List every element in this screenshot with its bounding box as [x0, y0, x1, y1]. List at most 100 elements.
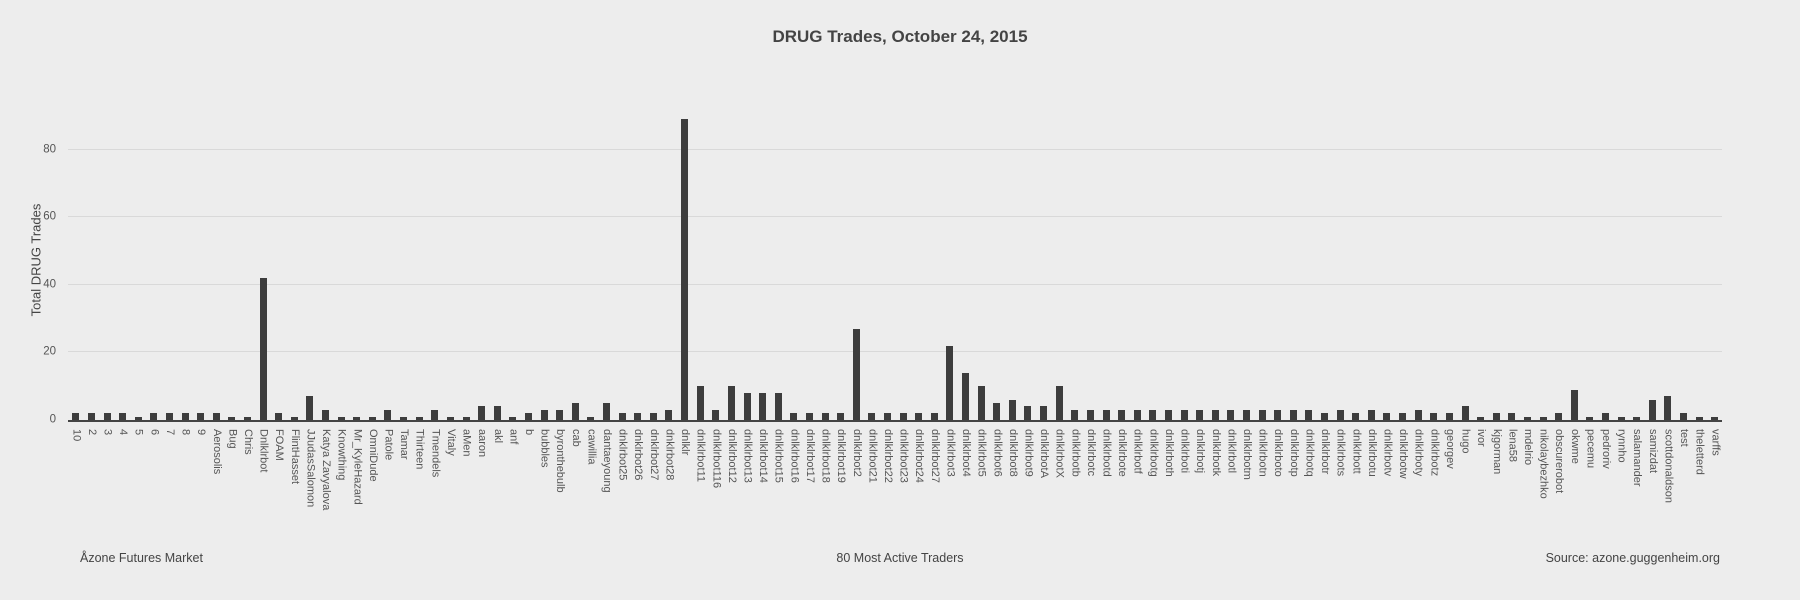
bar-slot — [302, 99, 318, 420]
bar-slot — [661, 99, 677, 420]
bar — [1352, 413, 1360, 420]
x-tick-slot: Mr_KyleHazard — [349, 429, 365, 574]
gridline — [68, 351, 1722, 353]
bar — [571, 403, 579, 420]
x-tick-label: dnlklrbot4 — [960, 429, 973, 477]
bar — [244, 416, 251, 420]
bar-slot — [1395, 99, 1411, 420]
bar — [415, 416, 423, 420]
x-tick-label: Mr_KyleHazard — [351, 429, 364, 505]
bar — [930, 413, 938, 420]
x-tick-label: dnlklrboto — [1272, 429, 1285, 477]
x-tick-slot: 6 — [146, 429, 162, 574]
bar — [759, 392, 767, 420]
x-tick-label: dnlklrbotk — [1209, 429, 1222, 477]
x-tick-slot: dnlklrbotm — [1239, 429, 1255, 574]
x-tick-slot: dnlklrbot5 — [973, 429, 989, 574]
x-tick-label: dnlklrbot13 — [741, 429, 754, 483]
x-tick-label: dnlklrbote — [1116, 429, 1129, 477]
x-tick-slot: aaron — [474, 429, 490, 574]
x-tick-slot: dnlklrbot13 — [739, 429, 755, 574]
x-axis-tick-labels: 10 2 3 4 5 6 7 8 9 Aerosolis Bug Chris Dnlklrbot FOAM… — [68, 429, 1722, 574]
bar — [587, 416, 595, 420]
bar — [727, 386, 735, 420]
x-tick-slot: pedroriv — [1598, 429, 1614, 574]
bar — [1149, 409, 1157, 420]
bar — [790, 413, 798, 420]
bar — [493, 406, 501, 420]
x-tick-slot: dnlklrbot8 — [1005, 429, 1021, 574]
bar-slot — [1660, 99, 1676, 420]
x-tick-slot: dnlklrbot24 — [911, 429, 927, 574]
x-tick-label: dnlklrbotc — [1084, 429, 1097, 477]
x-tick-label: 8 — [179, 429, 192, 436]
bar-slot — [552, 99, 568, 420]
x-tick-label: dnlklrbotq — [1303, 429, 1316, 477]
x-tick-slot: dnlklrbotj — [1192, 429, 1208, 574]
x-tick-label: 7 — [163, 429, 176, 436]
bar-slot — [1645, 99, 1661, 420]
x-tick-label: dnlklrbotl — [1225, 429, 1238, 474]
bar — [1383, 413, 1391, 420]
y-axis-tick-labels: 0 20 40 60 80 — [0, 99, 62, 424]
bar-slot — [1161, 99, 1177, 420]
bar — [134, 416, 142, 420]
x-tick-slot: ivor — [1473, 429, 1489, 574]
x-tick-label: lena58 — [1506, 429, 1519, 463]
x-tick-slot: dnlklrbotd — [1098, 429, 1114, 574]
bar — [1133, 409, 1141, 420]
x-tick-label: 2 — [85, 429, 98, 436]
y-tick-label: 60 — [43, 210, 56, 223]
bar — [337, 416, 345, 420]
bar — [1024, 406, 1032, 420]
bar — [774, 392, 782, 420]
x-tick-slot: dnlklrbotq — [1301, 429, 1317, 574]
bar-slot — [1691, 99, 1707, 420]
bar — [212, 413, 220, 420]
x-tick-label: samizdat — [1646, 429, 1659, 474]
x-tick-slot: dnklrbot25 — [614, 429, 630, 574]
x-tick-label: bubbles — [538, 429, 551, 468]
bar-slot — [474, 99, 490, 420]
bar — [1617, 416, 1625, 420]
x-tick-slot: dnlklrbot11 — [692, 429, 708, 574]
bar — [1399, 413, 1407, 420]
x-tick-label: dnlklrbotf — [1131, 429, 1144, 474]
x-tick-slot: scottdonaldson — [1660, 429, 1676, 574]
bar-slot — [1192, 99, 1208, 420]
bar — [275, 413, 283, 420]
bar — [228, 416, 236, 420]
chart-title: DRUG Trades, October 24, 2015 — [772, 27, 1028, 46]
bar — [1055, 386, 1063, 420]
bar — [478, 406, 486, 420]
x-tick-label: dnlklrbot21 — [866, 429, 879, 483]
x-tick-slot: dnlklrbot22 — [880, 429, 896, 574]
x-tick-label: Knowthing — [335, 429, 348, 481]
bar-slot — [1707, 99, 1723, 420]
bar-slot — [739, 99, 755, 420]
x-tick-label: pedroriv — [1600, 429, 1613, 469]
x-tick-label: dnlklrbotX — [1053, 429, 1066, 478]
x-tick-slot: Patole — [380, 429, 396, 574]
x-tick-slot: dnlklrbot16 — [786, 429, 802, 574]
x-tick-label: test — [1678, 429, 1691, 447]
bar-slot — [84, 99, 100, 420]
bar — [103, 413, 111, 420]
bar — [1570, 389, 1578, 420]
x-tick-slot: dnlklrbot15 — [770, 429, 786, 574]
x-tick-slot: FOAM — [271, 429, 287, 574]
x-tick-slot: aMen — [458, 429, 474, 574]
x-tick-slot: dnlklrboti — [1176, 429, 1192, 574]
x-tick-label: Tmendels — [429, 429, 442, 478]
x-tick-slot: Aerosolis — [208, 429, 224, 574]
bar — [1164, 409, 1172, 420]
x-tick-label: 9 — [195, 429, 208, 436]
bar — [712, 409, 720, 420]
bar-slot — [989, 99, 1005, 420]
x-tick-label: theletterd — [1693, 429, 1706, 475]
x-tick-label: scottdonaldson — [1662, 429, 1675, 503]
x-tick-slot: Tamar — [396, 429, 412, 574]
x-tick-slot: dnlklrboto — [1270, 429, 1286, 574]
x-tick-slot: nikolaybezhko — [1535, 429, 1551, 574]
